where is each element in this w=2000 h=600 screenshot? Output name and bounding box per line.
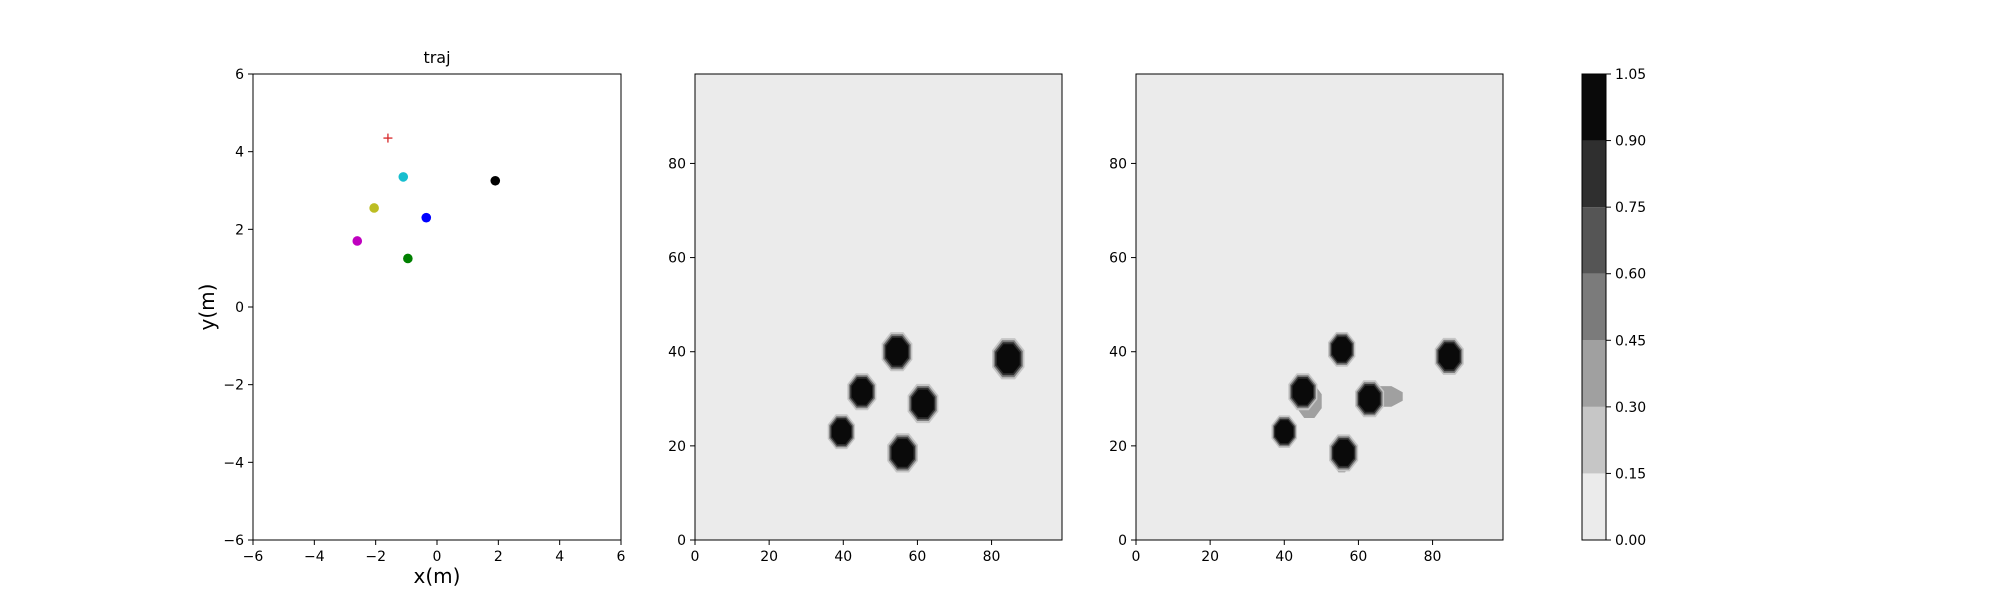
y-tick-label: 0	[235, 300, 244, 316]
colorbar-band	[1582, 273, 1606, 341]
colorbar-tick-label: 0.15	[1615, 466, 1646, 482]
scatter-point	[490, 175, 501, 186]
scatter-point	[352, 236, 363, 246]
y-tick-label: 20	[1109, 439, 1127, 455]
scatter-point-plus	[383, 133, 393, 143]
x-tick-label: 2	[494, 549, 503, 565]
panel1-x-label: x(m)	[414, 564, 461, 588]
y-tick-label: −6	[223, 533, 244, 549]
x-tick-label: 4	[555, 549, 564, 565]
heat-blob	[1359, 385, 1380, 412]
panel2-background	[695, 74, 1062, 540]
panel2-frame	[694, 73, 1063, 541]
heatmap-panel-1: 0 20 40 60 80 0 20 40 60 80	[668, 73, 1063, 565]
y-tick-label: 20	[668, 439, 686, 455]
colorbar-frame	[1581, 73, 1607, 541]
x-tick-label: 60	[909, 549, 927, 565]
scatter-point	[369, 203, 379, 213]
heatmap-panel-2: 0 20 40 60 80 0 20 40 60 80	[1109, 73, 1504, 565]
heat-blob	[831, 419, 852, 444]
scatter-point	[398, 172, 409, 182]
panel3-x-ticks: 0 20 40 60 80	[1132, 540, 1442, 565]
y-tick-label: −4	[223, 455, 244, 471]
x-tick-label: 80	[1424, 549, 1442, 565]
y-tick-label: 4	[235, 145, 244, 161]
panel2-x-ticks: 0 20 40 60 80	[691, 540, 1001, 565]
x-tick-label: 0	[691, 549, 700, 565]
colorbar-band	[1582, 473, 1606, 540]
y-tick-label: 40	[668, 345, 686, 361]
heat-blob	[1333, 439, 1354, 466]
heat-blob	[996, 344, 1020, 374]
x-tick-label: 80	[983, 549, 1001, 565]
x-tick-label: 40	[834, 549, 852, 565]
panel2-y-ticks: 0 20 40 60 80	[668, 156, 695, 549]
x-tick-label: 60	[1350, 549, 1368, 565]
panel1-points	[352, 133, 501, 264]
x-tick-label: 6	[617, 549, 626, 565]
y-tick-label: 80	[668, 156, 686, 172]
x-tick-label: 0	[433, 549, 442, 565]
panel3-y-ticks: 0 20 40 60 80	[1109, 156, 1136, 549]
heat-blob	[912, 389, 934, 418]
panel3-background	[1136, 74, 1503, 540]
colorbar-tick-label: 0.45	[1615, 333, 1646, 349]
y-tick-label: 6	[235, 67, 244, 83]
x-tick-label: −4	[304, 549, 325, 565]
panel1-plot-area	[253, 74, 621, 540]
colorbar-band	[1582, 406, 1606, 474]
colorbar-ticks: 0.00 0.15 0.30 0.45 0.60 0.75 0.90 1.05	[1606, 67, 1646, 549]
x-tick-label: 40	[1275, 549, 1293, 565]
heat-blob	[886, 337, 908, 366]
x-tick-label: 20	[1201, 549, 1219, 565]
panel1-title: traj	[423, 48, 450, 67]
heat-blob	[1292, 378, 1314, 405]
y-tick-label: 0	[1118, 533, 1127, 549]
panel2-blobs	[827, 332, 1025, 473]
colorbar-band	[1582, 207, 1606, 274]
heat-blob	[1439, 343, 1460, 370]
heat-blob	[1332, 337, 1352, 362]
x-tick-label: −6	[243, 549, 264, 565]
panel1-y-label: y(m)	[195, 284, 219, 331]
colorbar-tick-label: 0.60	[1615, 267, 1646, 283]
colorbar: 0.00 0.15 0.30 0.45 0.60 0.75 0.90 1.05	[1581, 67, 1646, 549]
colorbar-tick-label: 0.90	[1615, 134, 1646, 150]
y-tick-label: −2	[223, 378, 244, 394]
colorbar-band	[1582, 74, 1606, 141]
y-tick-label: 0	[677, 533, 686, 549]
panel3-blobs	[1271, 332, 1464, 473]
scatter-point	[403, 253, 413, 264]
y-tick-label: 60	[1109, 251, 1127, 267]
y-tick-label: 80	[1109, 156, 1127, 172]
heat-blob	[851, 378, 873, 405]
colorbar-tick-label: 1.05	[1615, 67, 1646, 83]
x-tick-label: −2	[365, 549, 386, 565]
y-tick-label: 60	[668, 251, 686, 267]
y-tick-label: 2	[235, 222, 244, 238]
colorbar-band	[1582, 140, 1606, 208]
panel1-x-ticks: −6 −4 −2 0 2 4 6	[243, 540, 626, 565]
colorbar-tick-label: 0.00	[1615, 533, 1646, 549]
traj-panel: traj −6 −4 −2 0 2 4 6 −6 −4 −2 0 2 4 6 x(m) y(m)	[195, 48, 626, 588]
colorbar-bands	[1582, 74, 1606, 540]
panel1-y-ticks: −6 −4 −2 0 2 4 6	[223, 67, 253, 549]
x-tick-label: 0	[1132, 549, 1141, 565]
heat-blob	[891, 439, 914, 467]
colorbar-band	[1582, 340, 1606, 407]
colorbar-tick-label: 0.75	[1615, 200, 1646, 216]
y-tick-label: 40	[1109, 345, 1127, 361]
heat-blob	[1275, 420, 1294, 444]
colorbar-tick-label: 0.30	[1615, 400, 1646, 416]
x-tick-label: 20	[760, 549, 778, 565]
scatter-point	[421, 212, 432, 223]
panel3-frame	[1135, 73, 1504, 541]
